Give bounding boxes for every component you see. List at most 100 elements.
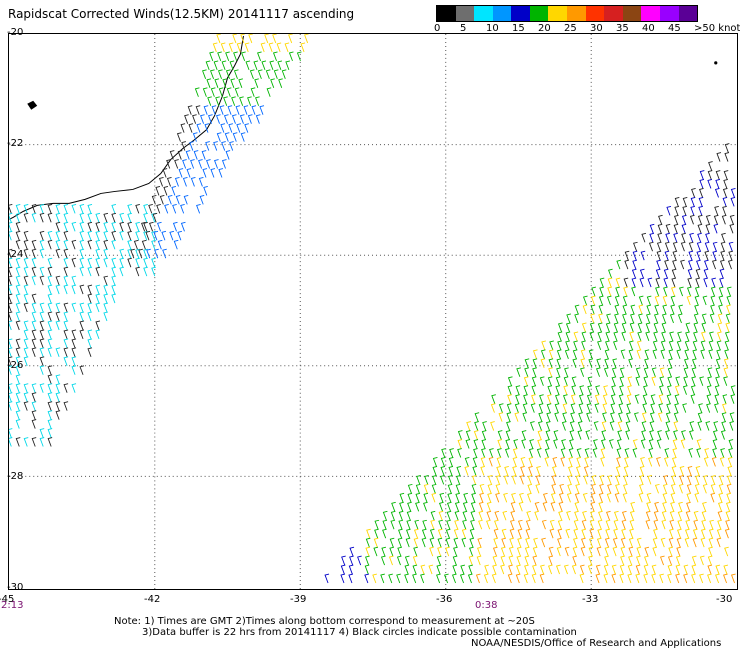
wind-barb (517, 537, 522, 548)
wind-barb (103, 293, 109, 304)
wind-barb (687, 466, 693, 476)
wind-barb (683, 564, 689, 575)
wind-barb (47, 275, 53, 286)
wind-barb (596, 358, 602, 368)
wind-barb (111, 230, 117, 241)
wind-barb (389, 537, 395, 548)
wind-barb (527, 474, 533, 485)
wind-barb (31, 437, 37, 447)
wind-barb (465, 439, 471, 449)
wind-barb (491, 573, 497, 584)
wind-barb (716, 340, 722, 351)
wind-barb (591, 483, 596, 494)
wind-barb (656, 457, 661, 467)
wind-barb (79, 320, 85, 331)
wind-barb (149, 221, 154, 232)
wind-barb (692, 537, 698, 548)
wind-barb (15, 419, 21, 429)
wind-barb (47, 338, 53, 349)
wind-barb (9, 320, 13, 331)
wind-barb (687, 474, 692, 485)
wind-barb (674, 385, 680, 395)
wind-barb (626, 403, 632, 413)
wind-barb (569, 421, 575, 431)
wind-barb (707, 555, 713, 566)
wind-barb (632, 259, 637, 270)
wind-barb (79, 302, 85, 313)
wind-barb (715, 564, 721, 575)
wind-barb (374, 528, 379, 539)
wind-barb (415, 492, 421, 503)
wind-barb (628, 358, 633, 368)
wind-barb (606, 510, 611, 521)
wind-barb (15, 275, 21, 286)
wind-barb (87, 257, 93, 268)
wind-barb (622, 304, 628, 315)
wind-barb (430, 510, 436, 521)
wind-barb (566, 313, 571, 324)
wind-barb (55, 392, 61, 402)
wind-barb (214, 78, 220, 88)
wind-barb (666, 403, 671, 413)
wind-barb (581, 519, 587, 530)
wind-barb (217, 69, 223, 79)
wind-barb (398, 510, 404, 521)
wind-barb (662, 295, 668, 306)
wind-barb (724, 152, 730, 162)
wind-barb (440, 474, 445, 485)
wind-barb (495, 492, 500, 503)
wind-barb (639, 474, 645, 485)
wind-barb (9, 338, 13, 349)
wind-barb (277, 60, 283, 71)
island-dot (714, 61, 718, 65)
wind-barb (717, 322, 723, 333)
wind-barb (673, 421, 679, 431)
wind-barb (220, 42, 226, 53)
wind-barb (47, 203, 53, 214)
wind-barb (643, 564, 649, 575)
wind-barb (548, 367, 553, 377)
wind-barb (501, 537, 506, 548)
wind-barb (597, 322, 603, 333)
wind-barb (595, 564, 601, 575)
wind-barb (406, 519, 412, 530)
wind-barb (31, 248, 37, 259)
wind-barb (587, 376, 593, 386)
wind-barb (711, 277, 716, 288)
wind-barb (684, 358, 689, 368)
wind-barb (55, 239, 61, 250)
wind-barb (184, 114, 189, 124)
wind-barb (188, 123, 194, 133)
wind-barb (726, 483, 732, 494)
wind-barb (603, 573, 609, 584)
wind-barb (209, 51, 214, 62)
wind-barb (445, 528, 451, 539)
wind-barb (623, 286, 628, 297)
wind-barb (399, 492, 405, 503)
wind-barb (636, 555, 641, 566)
wind-barb (648, 439, 654, 449)
wind-barb (626, 394, 632, 404)
wind-barb (664, 448, 670, 458)
wind-barb (715, 367, 721, 377)
wind-barb (611, 573, 617, 584)
wind-barb (551, 474, 557, 485)
wind-barb (459, 573, 465, 584)
wind-barb (505, 430, 511, 440)
wind-barb (629, 322, 635, 333)
wind-barb (143, 248, 148, 259)
wind-barb (694, 492, 700, 503)
wind-barb (707, 179, 713, 189)
wind-barb (186, 168, 192, 178)
wind-barb (557, 322, 563, 333)
wind-barb (190, 159, 195, 169)
wind-barb (222, 78, 228, 88)
wind-barb (622, 313, 627, 324)
wind-barb (532, 358, 538, 368)
wind-barb (473, 448, 478, 458)
wind-barb (727, 259, 733, 270)
wind-barb (716, 152, 722, 162)
wind-barb (71, 338, 77, 349)
wind-barb (453, 546, 458, 557)
wind-barb (135, 221, 140, 232)
